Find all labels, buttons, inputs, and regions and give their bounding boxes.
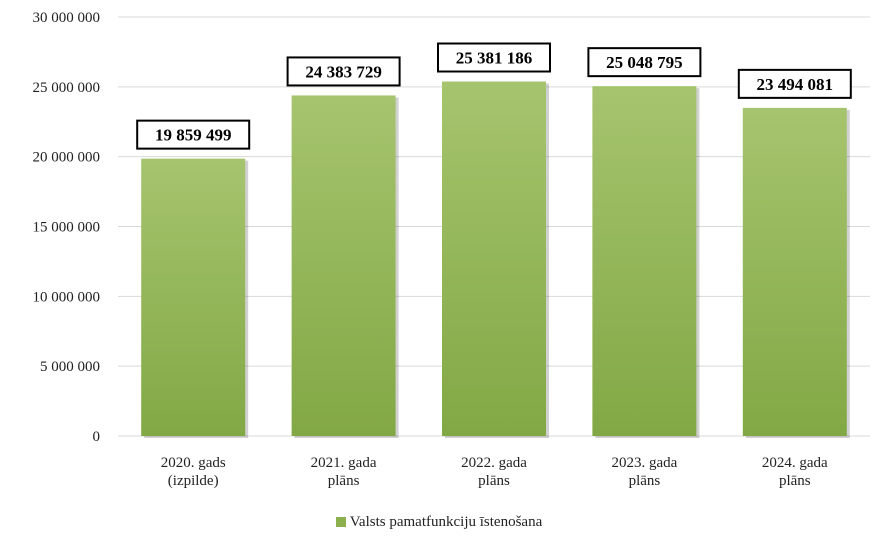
data-label: 23 494 081 xyxy=(737,68,852,99)
data-label-text: 24 383 729 xyxy=(305,62,382,81)
x-category-label: 2023. gada plāns xyxy=(611,455,677,489)
legend: Valsts pamatfunkciju īstenošana xyxy=(0,514,878,531)
data-label: 25 381 186 xyxy=(437,42,551,73)
data-label-text: 19 859 499 xyxy=(155,126,232,145)
y-tick-label: 20 000 000 xyxy=(33,150,101,166)
bars xyxy=(141,81,850,439)
data-label: 24 383 729 xyxy=(286,56,401,87)
x-category-label: 2020. gads (izpilde) xyxy=(161,455,226,489)
x-category-label: 2022. gada plāns xyxy=(461,455,527,489)
bar xyxy=(141,158,246,436)
data-label-box xyxy=(587,47,702,78)
data-label: 19 859 499 xyxy=(136,119,251,150)
data-label-box xyxy=(737,68,852,99)
y-tick-label: 15 000 000 xyxy=(33,220,101,236)
y-tick-label: 0 xyxy=(93,429,101,445)
bar xyxy=(442,81,546,437)
data-label-text: 23 494 081 xyxy=(757,75,834,94)
legend-label: Valsts pamatfunkciju īstenošana xyxy=(349,514,543,530)
data-label-box xyxy=(136,119,251,150)
bar xyxy=(742,107,847,437)
legend-swatch xyxy=(335,517,346,527)
y-axis-tick-labels: 0 5 000 000 10 000 000 15 000 000 20 000 000… xyxy=(33,10,101,445)
y-tick-label: 10 000 000 xyxy=(33,289,101,305)
bar xyxy=(291,95,396,436)
data-label-text: 25 048 795 xyxy=(606,53,683,72)
data-labels: 19 859 499 24 383 729 25 381 186 25 048 795… xyxy=(136,42,852,150)
y-tick-label: 25 000 000 xyxy=(33,80,101,96)
data-label-text: 25 381 186 xyxy=(456,49,533,68)
x-category-label: 2024. gada plāns xyxy=(762,455,828,489)
y-tick-label: 5 000 000 xyxy=(40,359,100,375)
y-tick-label: 30 000 000 xyxy=(33,10,101,26)
data-label-box xyxy=(286,56,401,87)
data-label: 25 048 795 xyxy=(587,47,702,78)
bar xyxy=(592,86,697,437)
x-axis-category-labels: 2020. gads (izpilde) 2021. gada plāns 2022. … xyxy=(161,455,828,489)
x-category-label: 2021. gada plāns xyxy=(311,455,377,489)
data-label-box xyxy=(437,42,551,73)
